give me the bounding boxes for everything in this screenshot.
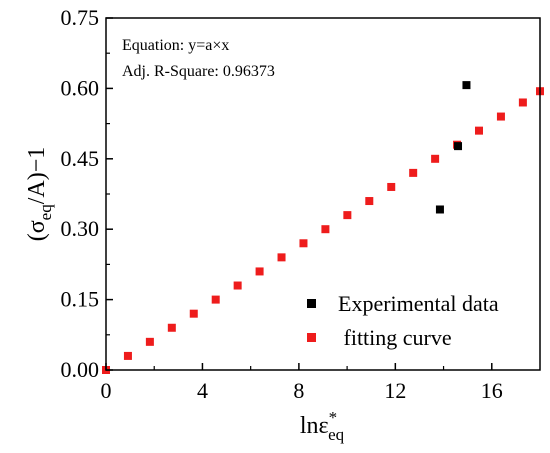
fitting-point bbox=[474, 126, 483, 135]
fitting-point bbox=[321, 225, 330, 234]
y-tick-label: 0.15 bbox=[61, 287, 100, 312]
fitting-series bbox=[102, 87, 544, 374]
x-title-base: lnε bbox=[300, 413, 329, 439]
x-tick-label: 16 bbox=[481, 378, 503, 403]
x-axis-title: lnε* eq bbox=[300, 408, 345, 444]
fitting-point bbox=[211, 295, 220, 304]
fitting-point bbox=[277, 253, 286, 262]
legend-label-fitting: fitting curve bbox=[338, 325, 452, 350]
y-tick-label: 0.60 bbox=[61, 75, 100, 100]
y-title-sub: eq bbox=[36, 204, 55, 221]
data-marks bbox=[102, 81, 544, 374]
experimental-point bbox=[462, 81, 471, 90]
y-tick-label: 0.00 bbox=[61, 357, 100, 382]
x-title-sup: * bbox=[329, 408, 338, 427]
equation-annotation: Equation: y=a×x bbox=[122, 37, 229, 54]
fitting-point bbox=[299, 239, 308, 248]
experimental-point bbox=[435, 205, 444, 214]
experimental-series bbox=[435, 81, 471, 214]
x-title-sub: eq bbox=[328, 425, 345, 444]
x-tick-label: 12 bbox=[384, 378, 406, 403]
fitting-point bbox=[387, 182, 396, 191]
y-title-close: /A)−1 bbox=[24, 147, 50, 205]
y-tick-label: 0.75 bbox=[61, 5, 100, 30]
experimental-point bbox=[454, 142, 463, 151]
fitting-point bbox=[496, 112, 505, 121]
r-square-annotation: Adj. R-Square: 0.96373 bbox=[122, 63, 275, 80]
fitting-point bbox=[189, 309, 198, 318]
fitting-point bbox=[233, 281, 242, 290]
y-axis-title: (σeq/A)−1 bbox=[24, 147, 55, 242]
x-tick-label: 4 bbox=[197, 378, 208, 403]
legend-label-experimental: Experimental data bbox=[338, 291, 499, 316]
y-tick-label: 0.30 bbox=[61, 216, 100, 241]
fitting-point bbox=[343, 211, 352, 220]
legend-marker-experimental bbox=[307, 299, 316, 308]
x-tick-label: 8 bbox=[293, 378, 304, 403]
fitting-point bbox=[255, 267, 264, 276]
fitting-point bbox=[365, 197, 374, 206]
fitting-point bbox=[123, 351, 132, 360]
legend: Experimental data fitting curve bbox=[307, 291, 499, 350]
fitting-point bbox=[518, 98, 527, 107]
fitting-point bbox=[167, 323, 176, 332]
fitting-point bbox=[431, 154, 440, 163]
y-tick-label: 0.45 bbox=[61, 146, 100, 171]
axes: 0 4 8 12 16 0.00 0.15 0.30 0.45 0.60 0.75 bbox=[61, 5, 503, 403]
y-title-open: (σ bbox=[24, 220, 50, 241]
legend-marker-fitting bbox=[307, 333, 316, 342]
fitting-point bbox=[145, 337, 154, 346]
x-tick-label: 0 bbox=[101, 378, 112, 403]
fitting-point bbox=[409, 168, 418, 177]
